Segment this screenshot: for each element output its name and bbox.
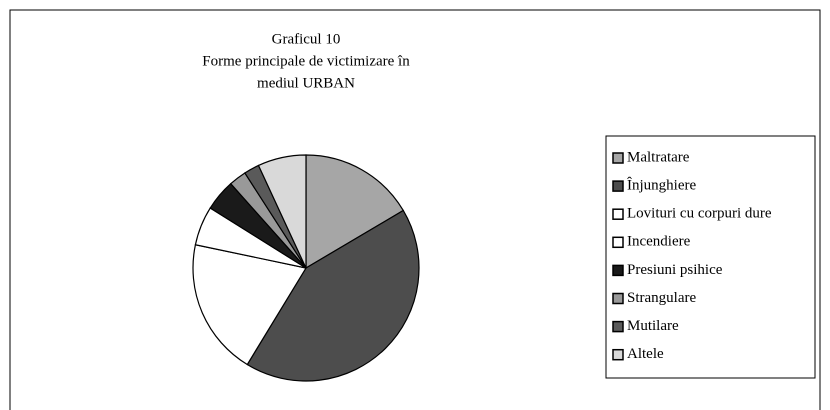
legend-label: Mutilare	[627, 318, 679, 334]
legend-swatch	[612, 236, 624, 249]
pie-slice	[192, 244, 307, 366]
legend-label: Incendiere	[627, 234, 691, 250]
legend-label: Presiuni psihice	[627, 262, 723, 278]
legend-swatch	[612, 264, 624, 277]
legend-label: Maltratare	[627, 149, 690, 165]
legend-swatch	[612, 180, 624, 192]
legend-label: Strangulare	[627, 290, 696, 306]
legend-swatch	[612, 348, 624, 361]
chart-title: mediul URBAN	[257, 75, 355, 91]
pie-slice	[305, 154, 405, 270]
pie-slice	[257, 154, 307, 269]
chart-frame	[9, 9, 821, 410]
legend-box	[605, 135, 816, 379]
legend-label: Lovituri cu corpuri dure	[627, 206, 772, 222]
legend-swatch	[612, 208, 624, 220]
legend-label: Altele	[627, 346, 664, 362]
legend-swatch	[612, 152, 624, 164]
legend-swatch	[612, 320, 624, 333]
chart-title: Forme principale de victimizare în	[202, 53, 410, 69]
pie-slice	[246, 209, 420, 382]
legend-label: Înjunghiere	[627, 177, 696, 194]
chart-title: Graficul 10	[272, 31, 341, 47]
legend-swatch	[612, 292, 624, 305]
